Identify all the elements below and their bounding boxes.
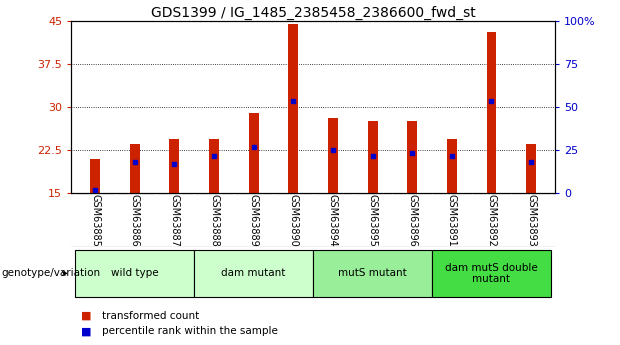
Text: GSM63887: GSM63887 — [169, 194, 179, 246]
Bar — [209, 139, 219, 193]
Text: ■: ■ — [81, 311, 91, 321]
Bar — [249, 113, 259, 193]
Text: GSM63893: GSM63893 — [526, 194, 536, 246]
Bar — [368, 121, 378, 193]
Bar — [487, 32, 497, 193]
Text: GSM63894: GSM63894 — [328, 194, 338, 246]
Text: wild type: wild type — [111, 268, 159, 278]
Text: GSM63888: GSM63888 — [209, 194, 219, 246]
Text: ■: ■ — [81, 326, 91, 336]
Bar — [526, 144, 536, 193]
Bar — [169, 139, 179, 193]
Text: dam mutS double
mutant: dam mutS double mutant — [445, 263, 538, 284]
Text: percentile rank within the sample: percentile rank within the sample — [102, 326, 278, 336]
Text: GSM63892: GSM63892 — [487, 194, 497, 246]
Text: mutS mutant: mutS mutant — [338, 268, 407, 278]
Text: GSM63889: GSM63889 — [249, 194, 259, 246]
Bar — [90, 159, 100, 193]
Title: GDS1399 / IG_1485_2385458_2386600_fwd_st: GDS1399 / IG_1485_2385458_2386600_fwd_st — [151, 6, 476, 20]
Text: GSM63891: GSM63891 — [447, 194, 457, 246]
Bar — [447, 139, 457, 193]
Text: GSM63895: GSM63895 — [368, 194, 378, 246]
Bar — [288, 23, 298, 193]
Text: transformed count: transformed count — [102, 311, 200, 321]
Text: GSM63886: GSM63886 — [130, 194, 140, 246]
Text: dam mutant: dam mutant — [221, 268, 286, 278]
FancyBboxPatch shape — [194, 250, 313, 297]
Text: GSM63890: GSM63890 — [288, 194, 298, 246]
FancyBboxPatch shape — [313, 250, 432, 297]
Text: GSM63885: GSM63885 — [90, 194, 100, 246]
Text: GSM63896: GSM63896 — [407, 194, 417, 246]
FancyBboxPatch shape — [75, 250, 194, 297]
FancyBboxPatch shape — [432, 250, 551, 297]
Bar — [130, 144, 140, 193]
Bar — [328, 118, 338, 193]
Bar — [407, 121, 417, 193]
Text: genotype/variation: genotype/variation — [1, 268, 100, 278]
